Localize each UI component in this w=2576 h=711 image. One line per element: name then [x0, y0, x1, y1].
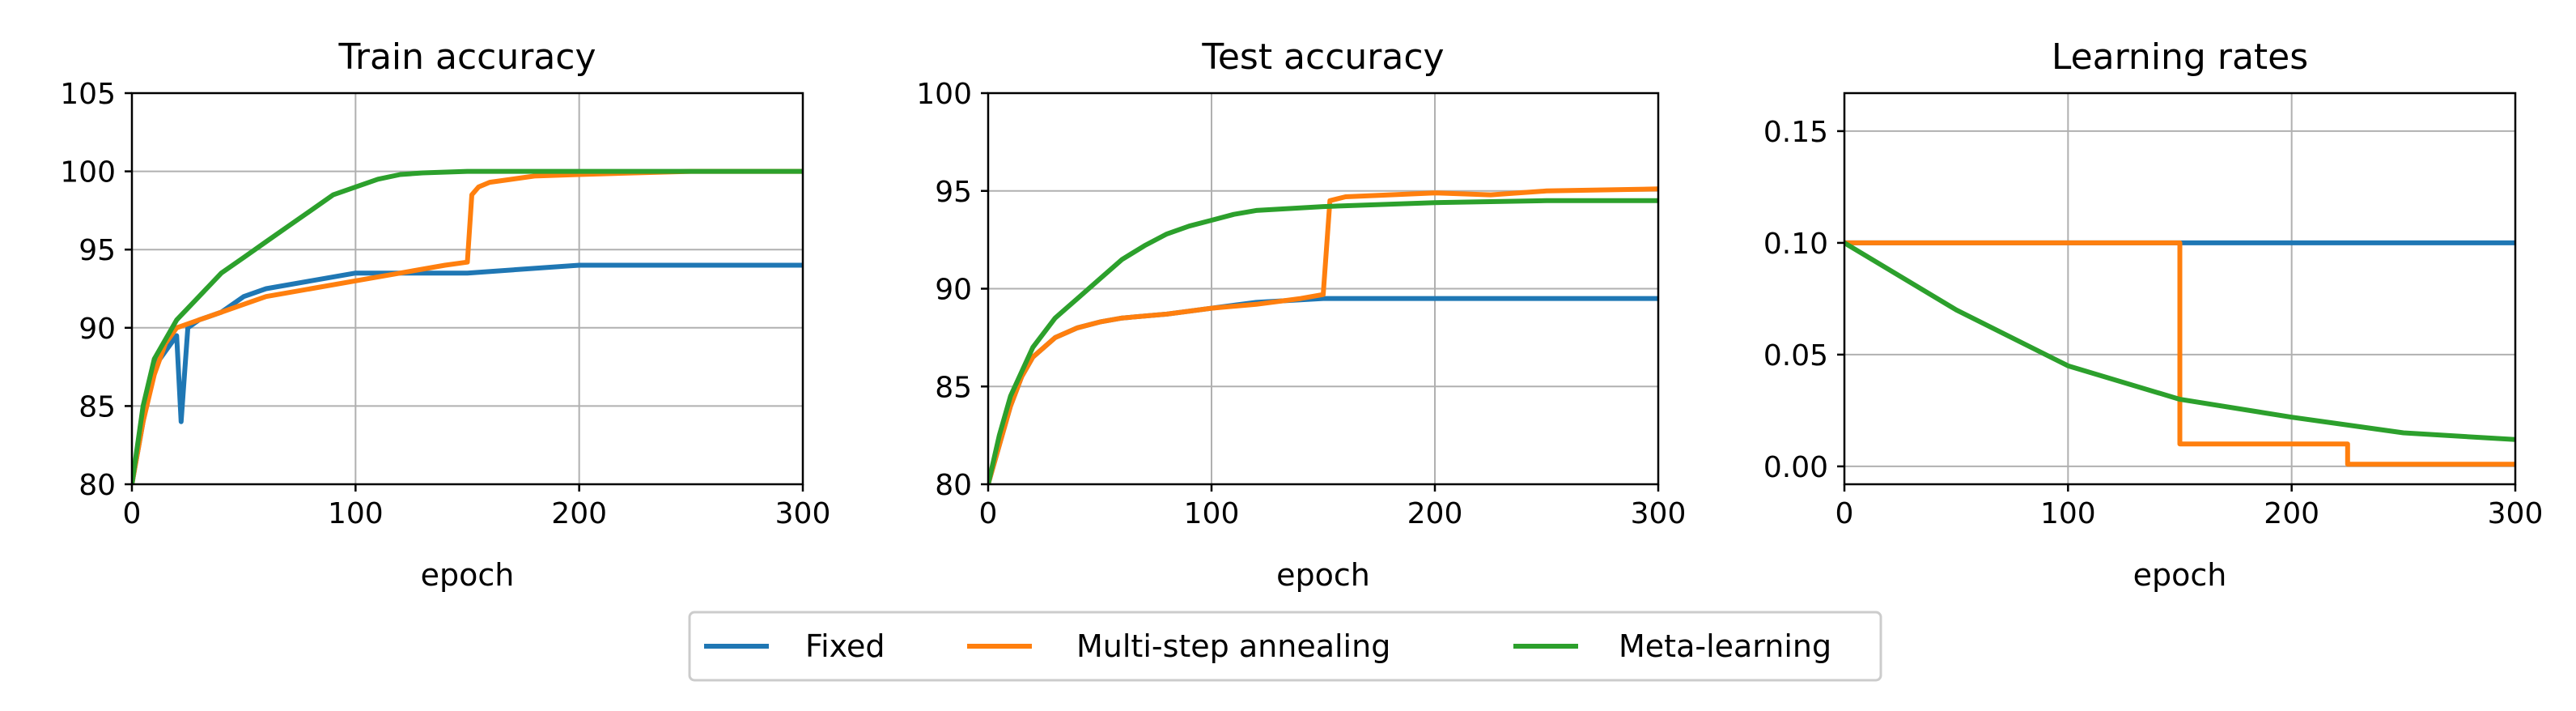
chart-title: Test accuracy [1201, 36, 1444, 78]
axes-frame [130, 92, 804, 486]
x-axis-label: epoch [2133, 557, 2227, 593]
series-line-meta-learning [988, 198, 1658, 484]
x-tick-label: 200 [2264, 497, 2319, 530]
y-tick-label: 90 [935, 274, 972, 307]
y-tick-label: 95 [79, 234, 116, 267]
series-line-multi-step-annealing [1844, 240, 2515, 467]
series-line-multi-step-annealing [132, 168, 803, 484]
x-tick-label: 0 [123, 497, 142, 530]
y-tick-label: 85 [79, 390, 116, 424]
y-tick-label: 95 [935, 176, 972, 209]
legend-label-fixed: Fixed [805, 628, 885, 664]
panel-train-accuracy: 0 100 200 300 80 85 90 95 100 105 Train accuracy ep… [60, 36, 830, 593]
y-tick-label: 80 [935, 469, 972, 502]
y-tick-label: 85 [935, 371, 972, 404]
chart-title: Learning rates [2052, 36, 2308, 78]
x-tick-label: 300 [1631, 497, 1687, 530]
x-axis-label: epoch [1276, 557, 1370, 593]
panel-learning-rates: 0 100 200 300 0.00 0.05 0.10 0.15 Learning rates… [1763, 36, 2544, 593]
y-tick-label: 100 [60, 156, 116, 189]
legend-frame [688, 611, 1882, 682]
y-tick-label: 100 [916, 78, 972, 111]
x-tick-label: 300 [2488, 497, 2544, 530]
y-tick-label: 90 [79, 313, 116, 346]
x-tick-label: 200 [1407, 497, 1463, 530]
legend-label-meta-learning: Meta-learning [1619, 628, 1831, 664]
series-line-meta-learning [132, 168, 803, 484]
legend: Fixed Multi-step annealing Meta-learning [688, 611, 1882, 682]
x-tick-label: 200 [551, 497, 607, 530]
series-line-meta-learning [1844, 240, 2515, 442]
y-tick-label: 80 [79, 469, 116, 502]
series-line-fixed [132, 262, 803, 484]
series-line-multi-step-annealing [988, 186, 1658, 484]
x-tick-label: 300 [775, 497, 831, 530]
legend-label-multi-step: Multi-step annealing [1076, 628, 1390, 664]
axes-frame [1843, 92, 2517, 486]
y-tick-label: 0.00 [1763, 451, 1828, 484]
y-tick-label: 0.05 [1763, 339, 1828, 373]
panel-test-accuracy: 0 100 200 300 80 85 90 95 100 Test accuracy epoch [916, 36, 1686, 593]
chart-title: Train accuracy [337, 36, 596, 78]
x-tick-label: 100 [328, 497, 384, 530]
y-tick-label: 105 [60, 78, 116, 111]
x-tick-label: 100 [2040, 497, 2096, 530]
x-tick-label: 100 [1184, 497, 1240, 530]
y-tick-label: 0.15 [1763, 116, 1828, 149]
x-tick-label: 0 [979, 497, 998, 530]
y-tick-label: 0.10 [1763, 228, 1828, 261]
x-tick-label: 0 [1835, 497, 1854, 530]
x-axis-label: epoch [421, 557, 515, 593]
